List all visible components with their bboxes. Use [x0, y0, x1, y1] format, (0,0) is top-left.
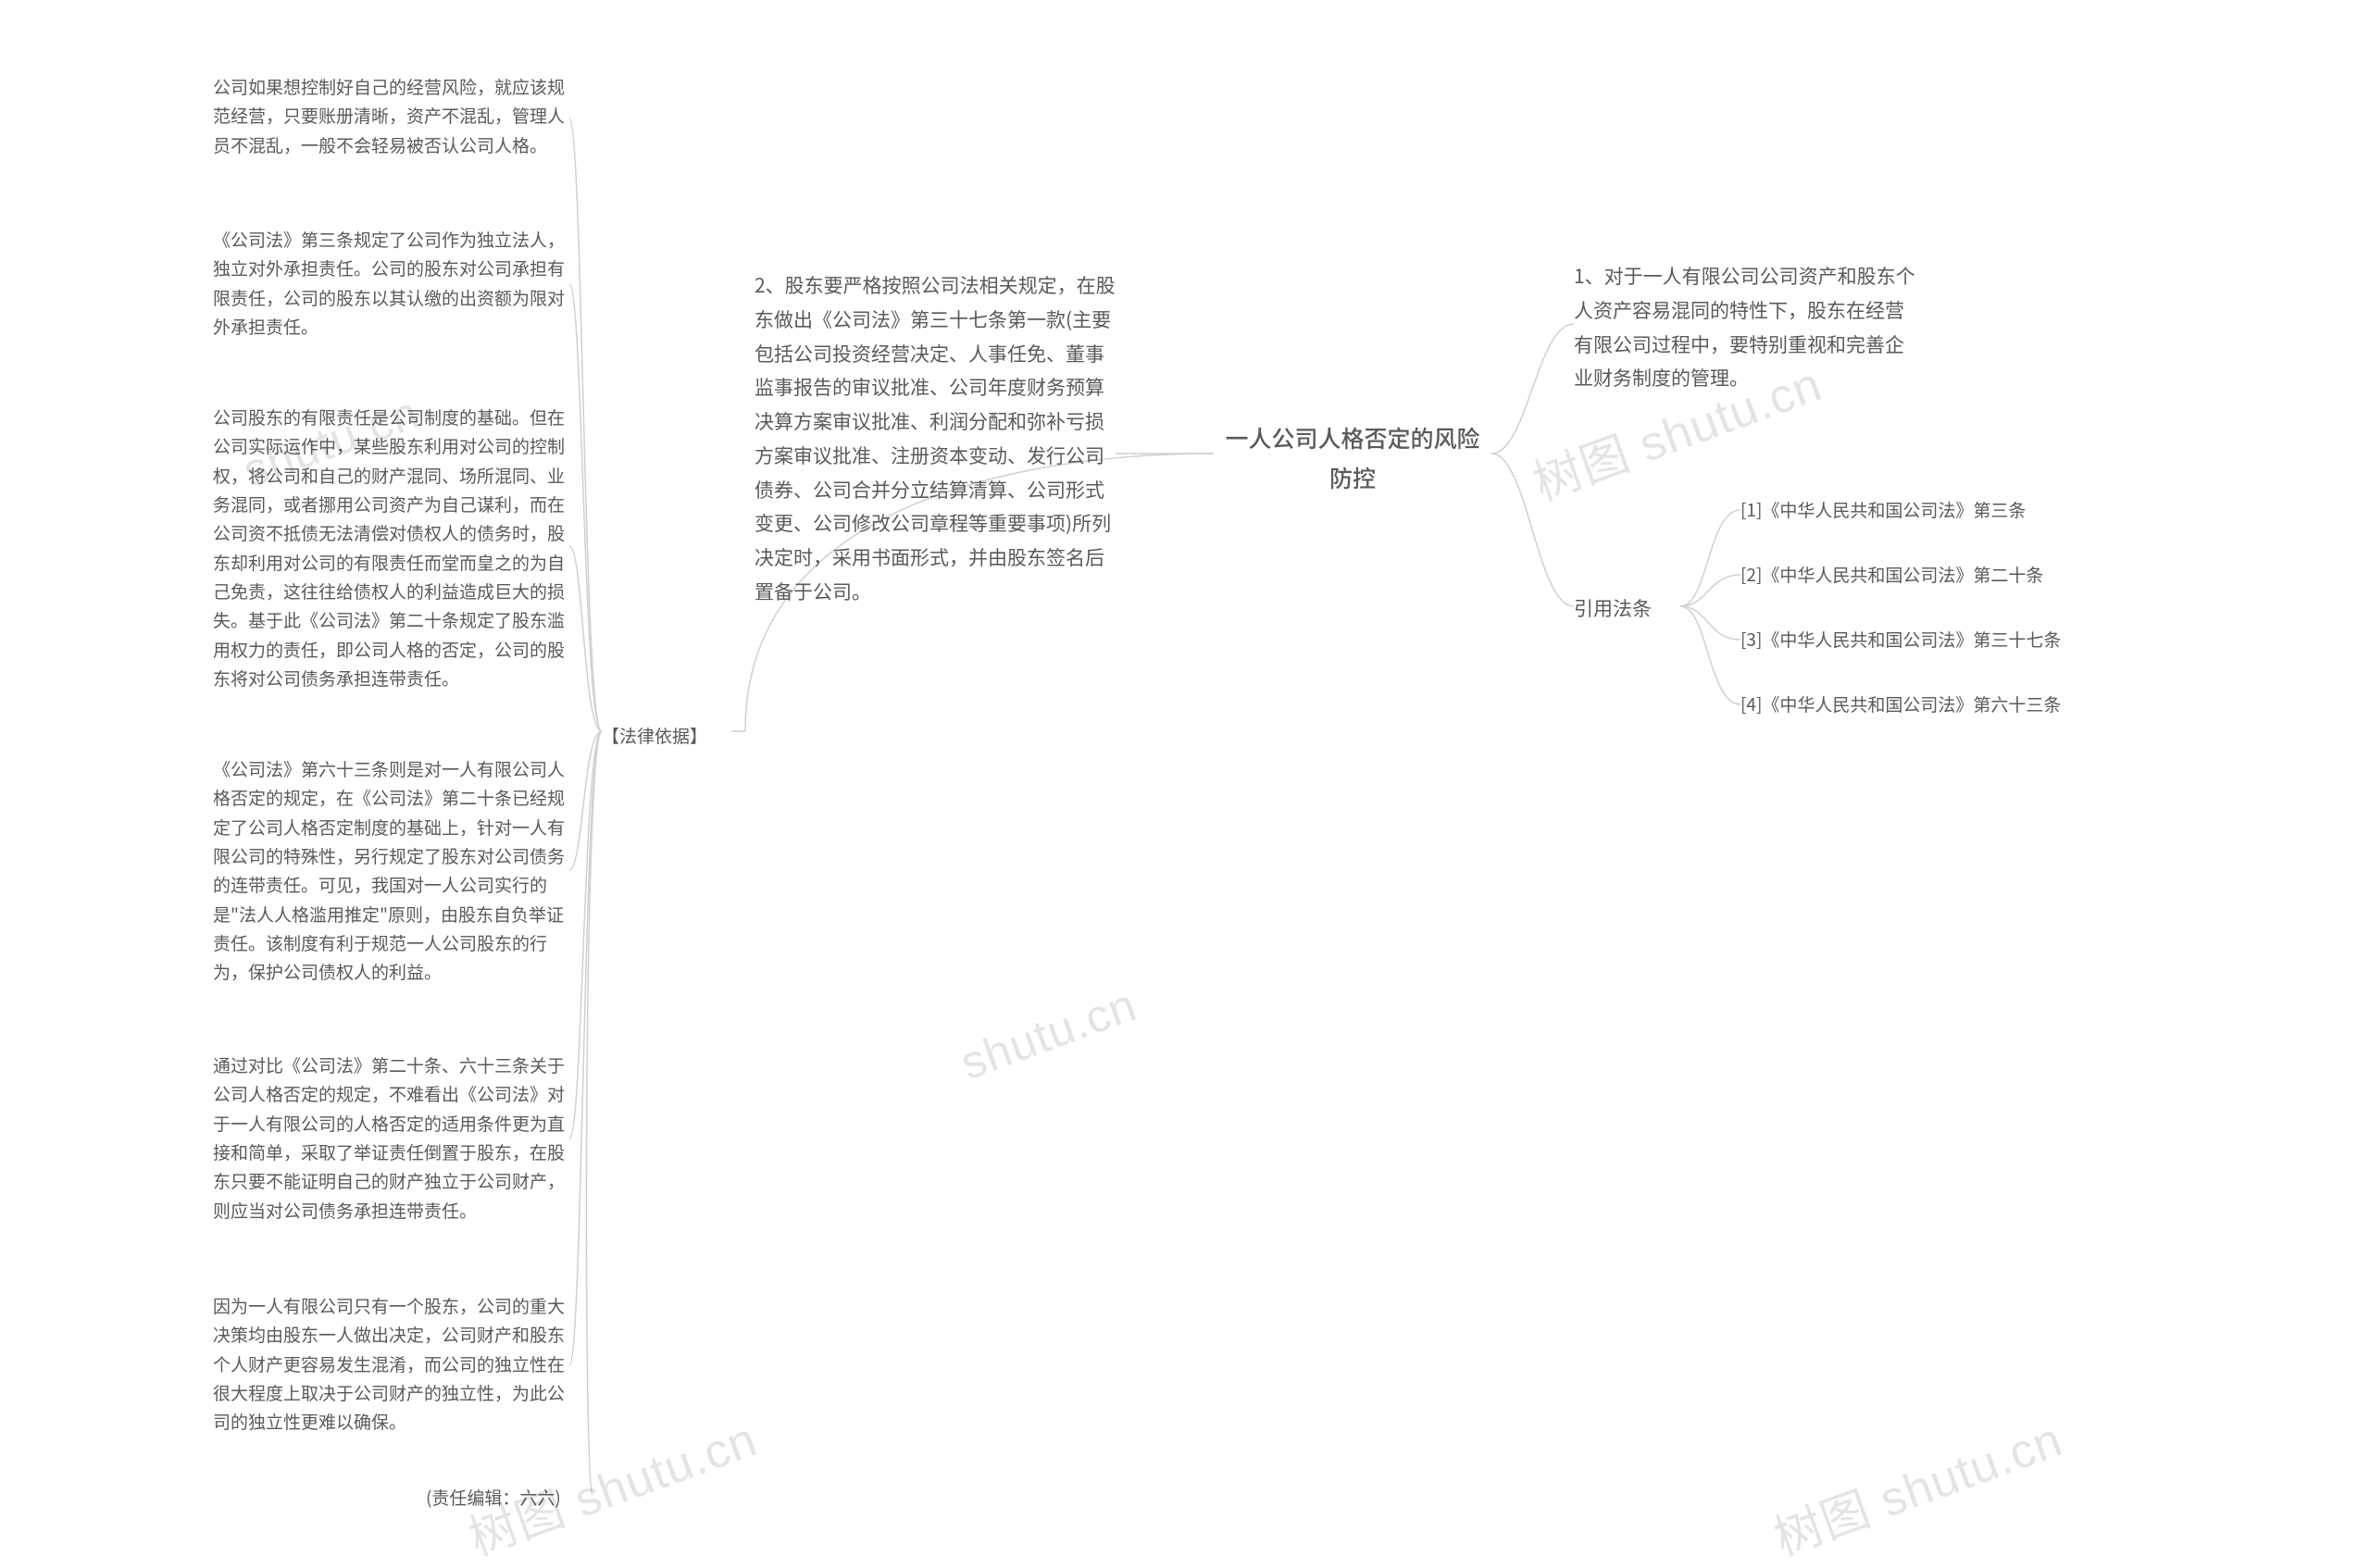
- legal-basis-2: 《公司法》第三条规定了公司作为独立法人，独立对外承担责任。公司的股东对公司承担有…: [213, 225, 569, 341]
- legal-basis-3: 公司股东的有限责任是公司制度的基础。但在公司实际运作中，某些股东利用对公司的控制…: [213, 403, 569, 692]
- ref-law-2: [2]《中华人民共和国公司法》第二十条: [1740, 560, 2092, 589]
- branch-left-2-label: 【法律依据】: [602, 721, 731, 750]
- legal-basis-5: 通过对比《公司法》第二十条、六十三条关于公司人格否定的规定，不难看出《公司法》对…: [213, 1051, 569, 1225]
- branch-right-1: 1、对于一人有限公司公司资产和股东个人资产容易混同的特性下，股东在经营有限公司过…: [1574, 259, 1916, 395]
- ref-law-4: [4]《中华人民共和国公司法》第六十三条: [1740, 690, 2111, 718]
- mindmap-root: 一人公司人格否定的风险 防控: [1214, 418, 1491, 497]
- editor-credit: (责任编辑：六六): [426, 1483, 592, 1512]
- legal-basis-4: 《公司法》第六十三条则是对一人有限公司人格否定的规定，在《公司法》第二十条已经规…: [213, 754, 569, 987]
- branch-left-1: 2、股东要严格按照公司法相关规定，在股东做出《公司法》第三十七条第一款(主要包括…: [755, 268, 1116, 609]
- watermark: 树图 shutu.cn: [1763, 1400, 2070, 1568]
- branch-right-2: 引用法条: [1574, 591, 1685, 626]
- ref-law-1: [1]《中华人民共和国公司法》第三条: [1740, 495, 2074, 524]
- ref-law-3: [3]《中华人民共和国公司法》第三十七条: [1740, 625, 2111, 653]
- legal-basis-1: 公司如果想控制好自己的经营风险，就应该规范经营，只要账册清晰，资产不混乱，管理人…: [213, 72, 569, 159]
- legal-basis-6: 因为一人有限公司只有一个股东，公司的重大决策均由股东一人做出决定，公司财产和股东…: [213, 1291, 569, 1437]
- watermark: shutu.cn: [954, 977, 1143, 1090]
